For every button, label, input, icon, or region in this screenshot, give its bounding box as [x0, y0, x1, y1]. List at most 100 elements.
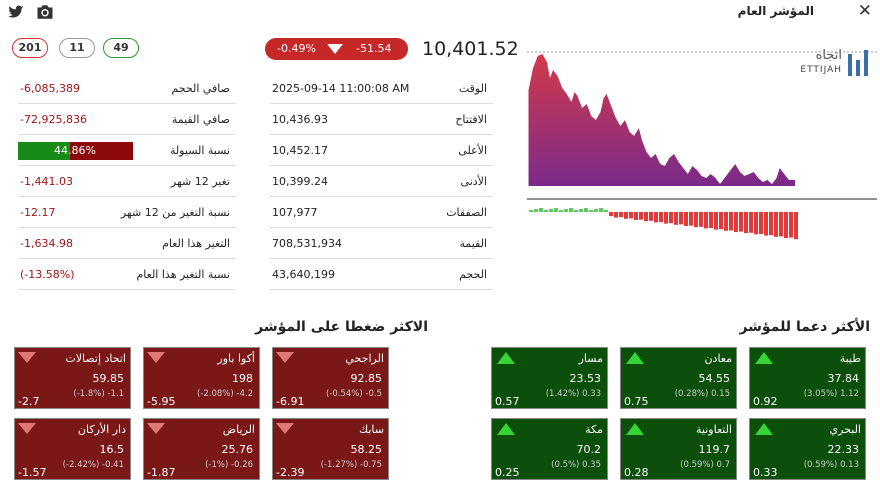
- flow-bar: [634, 212, 638, 220]
- flow-bar: [759, 212, 763, 234]
- flow-bar: [644, 212, 648, 222]
- close-icon[interactable]: ✕: [857, 1, 872, 21]
- stats-value: -6,085,389: [20, 82, 80, 95]
- support-section-title: الأكثر دعما للمؤشر: [739, 319, 870, 335]
- pressure-stock-card[interactable]: الراجحي 92.85 (-0.54%) -0.5 -6.91: [272, 347, 389, 409]
- support-stock-card[interactable]: التعاونية 119.7 (0.59%) 0.7 0.28: [620, 418, 737, 480]
- flow-bar: [629, 212, 633, 219]
- stats-row: صافي القيمة -72,925,836: [18, 105, 236, 135]
- support-stock-card[interactable]: طيبة 37.84 (3.05%) 1.12 0.92: [749, 347, 866, 409]
- index-value: 10,401.52: [422, 38, 519, 60]
- index-effect: -1.57: [18, 466, 47, 479]
- support-stock-card[interactable]: معادن 54.55 (0.28%) 0.15 0.75: [620, 347, 737, 409]
- flow-bar: [694, 212, 698, 228]
- stock-price: 25.76: [221, 443, 254, 456]
- stats-row: صافي الحجم -6,085,389: [18, 74, 236, 104]
- flow-bar: [649, 212, 653, 221]
- flow-bar: [574, 210, 578, 212]
- down-triangle-icon: [18, 352, 36, 363]
- down-triangle-icon: [18, 423, 36, 434]
- flow-bar: [699, 212, 703, 227]
- stats-value: -72,925,836: [20, 113, 87, 126]
- pressure-stock-card[interactable]: دار الأركان 16.5 (-2.42%) -0.41 -1.57: [14, 418, 131, 480]
- stats-row: القيمة 708,531,934: [270, 229, 493, 259]
- flow-bar: [734, 212, 738, 232]
- flow-bar: [689, 212, 693, 226]
- up-triangle-icon: [755, 423, 773, 435]
- stock-change: (-2.42%) -0.41: [62, 460, 124, 470]
- flow-bar: [564, 209, 568, 212]
- liquidity-bar: 44.86%: [18, 142, 133, 160]
- stock-price: 58.25: [350, 443, 383, 456]
- flow-bar: [589, 210, 593, 212]
- advancing-count-badge: 49: [103, 38, 139, 58]
- up-triangle-icon: [626, 352, 644, 364]
- stock-change: (-1.27%) -0.75: [320, 460, 382, 470]
- pressure-stock-card[interactable]: الرياض 25.76 (-1%) -0.26 -1.87: [143, 418, 260, 480]
- down-triangle-icon: [276, 352, 294, 363]
- stats-value: -1,634.98: [20, 237, 73, 250]
- stock-name: الرياض: [222, 423, 255, 436]
- stats-row: تغير 12 شهر -1,441.03: [18, 167, 236, 197]
- stats-row: نسبة التغير هذا العام (-13.58%): [18, 260, 236, 290]
- liquidity-value: 44.86%: [54, 144, 96, 157]
- pressure-stock-card[interactable]: اتحاد إتصالات 59.85 (-1.8%) -1.1 -2.7: [14, 347, 131, 409]
- index-effect: -1.87: [147, 466, 176, 479]
- flow-bar: [579, 209, 583, 212]
- stock-price: 92.85: [350, 372, 383, 385]
- flow-bar: [774, 212, 778, 237]
- flow-bar: [724, 212, 728, 231]
- flow-bar: [729, 212, 733, 231]
- support-stock-card[interactable]: مسار 23.53 (1.42%) 0.33 0.57: [491, 347, 608, 409]
- flow-bar: [619, 212, 623, 218]
- stock-change: (-0.54%) -0.5: [326, 389, 382, 399]
- intraday-chart: [527, 51, 877, 240]
- flow-bar: [749, 212, 753, 233]
- stats-value: -1,441.03: [20, 175, 73, 188]
- stock-name: أكوا باور: [217, 352, 255, 365]
- twitter-icon[interactable]: [8, 4, 24, 20]
- logo-mark-icon: [848, 50, 868, 76]
- stock-name: مسار: [578, 352, 603, 365]
- index-effect: 0.75: [624, 395, 649, 408]
- stock-name: طيبة: [839, 352, 861, 365]
- stats-label: الأعلى: [458, 144, 487, 157]
- flow-bar: [669, 212, 673, 224]
- stats-label: التغير هذا العام: [162, 237, 230, 250]
- flow-bar: [674, 212, 678, 225]
- index-effect: 0.57: [495, 395, 520, 408]
- stats-label: نسبة السيولة: [169, 144, 230, 157]
- flow-bar: [684, 212, 688, 226]
- stock-change: (3.05%) 1.12: [803, 389, 859, 399]
- stock-price: 198: [232, 372, 253, 385]
- support-stock-card[interactable]: البحري 22.33 (0.59%) 0.13 0.33: [749, 418, 866, 480]
- index-effect: -2.39: [276, 466, 305, 479]
- flow-bar: [569, 208, 573, 212]
- flow-bar: [794, 212, 798, 240]
- stats-value: 2025-09-14 11:00:08 AM: [272, 82, 410, 95]
- pressure-stock-card[interactable]: سابك 58.25 (-1.27%) -0.75 -2.39: [272, 418, 389, 480]
- stats-label: نسبة التغير هذا العام: [136, 268, 230, 281]
- unchanged-count-badge: 11: [59, 38, 95, 58]
- pressure-stock-card[interactable]: أكوا باور 198 (-2.08%) -4.2 -5.95: [143, 347, 260, 409]
- flow-bar: [539, 208, 543, 212]
- stock-name: الراجحي: [345, 352, 384, 365]
- flow-bar: [739, 212, 743, 232]
- title-bar: المؤشر العام ✕: [0, 0, 880, 24]
- support-stock-card[interactable]: مكة 70.2 (0.5%) 0.35 0.25: [491, 418, 608, 480]
- stock-price: 119.7: [698, 443, 731, 456]
- flow-bar: [554, 208, 558, 212]
- stock-price: 37.84: [827, 372, 860, 385]
- stock-name: دار الأركان: [77, 423, 126, 436]
- stock-change: (1.42%) 0.33: [545, 389, 601, 399]
- stock-change: (0.5%) 0.35: [551, 460, 601, 470]
- stock-change: (-1%) -0.26: [205, 460, 253, 470]
- flow-bar: [789, 212, 793, 238]
- stock-price: 16.5: [99, 443, 125, 456]
- stats-value: 43,640,199: [272, 268, 335, 281]
- camera-icon[interactable]: [36, 4, 54, 20]
- declining-count-badge: 201: [12, 38, 48, 58]
- stock-price: 23.53: [569, 372, 602, 385]
- stats-row: الأدنى 10,399.24: [270, 167, 493, 197]
- flow-bar: [744, 212, 748, 234]
